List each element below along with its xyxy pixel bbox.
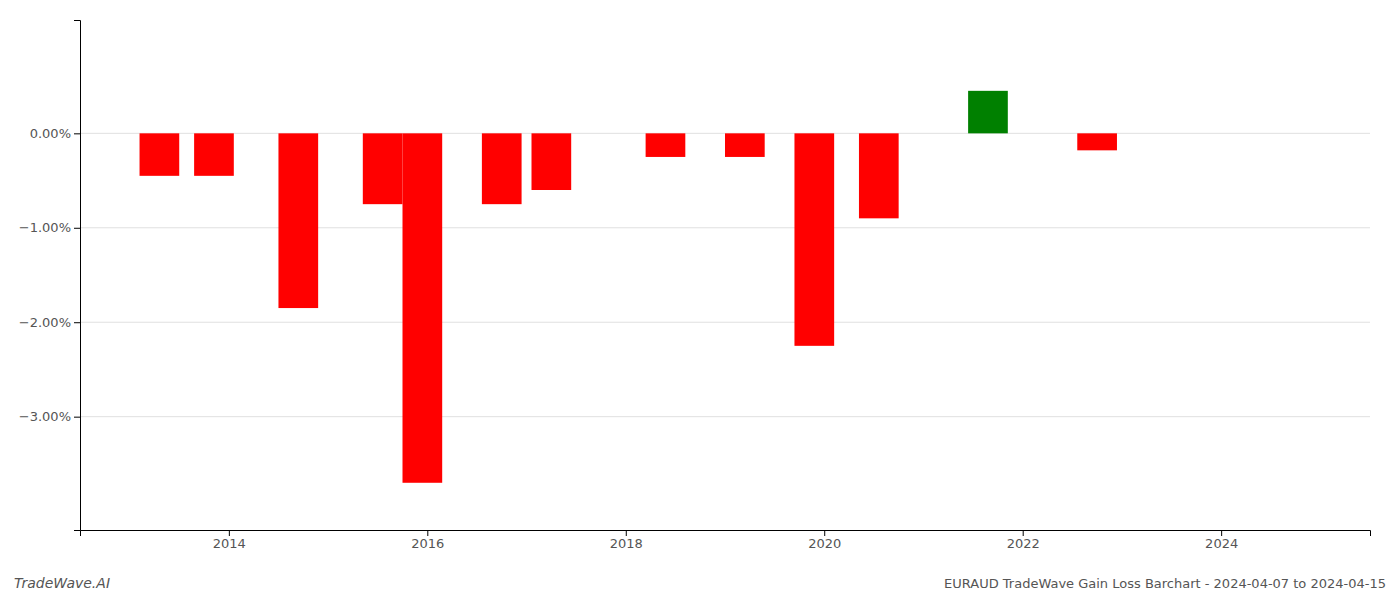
plot: 0.00%−1.00%−2.00%−3.00%20142016201820202… xyxy=(19,21,1371,552)
y-tick-mark xyxy=(74,322,80,323)
bar xyxy=(140,133,180,176)
x-tick-label: 2016 xyxy=(411,536,444,551)
bar xyxy=(859,133,899,218)
x-tick-label: 2018 xyxy=(610,536,643,551)
x-tick-label: 2024 xyxy=(1205,536,1238,551)
x-tick-mark xyxy=(824,530,825,536)
bar xyxy=(1077,133,1117,150)
bar xyxy=(278,133,318,308)
y-tick: −3.00% xyxy=(19,409,80,424)
grid-line xyxy=(80,416,1370,417)
y-axis: 0.00% −1.00% −2.00% −3.00% xyxy=(19,21,81,531)
bar xyxy=(363,133,403,204)
y-tick: −1.00% xyxy=(19,220,80,235)
grid-line xyxy=(80,322,1370,323)
y-tick-mark xyxy=(74,228,80,229)
x-axis-line xyxy=(81,531,1371,537)
x-tick: 2014 xyxy=(213,530,246,551)
footer-right: EURAUD TradeWave Gain Loss Barchart - 20… xyxy=(944,576,1386,591)
x-tick: 2018 xyxy=(610,530,643,551)
y-tick: −2.00% xyxy=(19,315,80,330)
bar xyxy=(194,133,234,176)
chart: 0.00%−1.00%−2.00%−3.00%20142016201820202… xyxy=(0,0,1400,600)
y-tick-label: −3.00% xyxy=(19,409,71,424)
x-tick: 2020 xyxy=(808,530,841,551)
x-tick: 2016 xyxy=(411,530,444,551)
y-tick-label: 0.00% xyxy=(30,126,71,141)
y-axis-line xyxy=(74,21,81,531)
bars xyxy=(140,91,1117,483)
grid xyxy=(80,133,1370,416)
bar xyxy=(403,133,443,482)
y-tick-mark xyxy=(74,133,80,134)
x-tick-mark xyxy=(626,530,627,536)
bar xyxy=(725,133,765,157)
x-tick-mark xyxy=(427,530,428,536)
bar xyxy=(794,133,834,346)
bar xyxy=(646,133,686,157)
x-tick-mark xyxy=(1221,530,1222,536)
x-tick-label: 2014 xyxy=(213,536,246,551)
bar xyxy=(482,133,522,204)
y-tick-label: −2.00% xyxy=(19,315,71,330)
y-tick-mark xyxy=(74,417,80,418)
x-tick-label: 2022 xyxy=(1007,536,1040,551)
x-tick: 2024 xyxy=(1205,530,1238,551)
x-tick-mark xyxy=(1023,530,1024,536)
grid-line xyxy=(80,227,1370,228)
x-tick: 2022 xyxy=(1007,530,1040,551)
y-tick-label: −1.00% xyxy=(19,220,71,235)
x-tick-mark xyxy=(229,530,230,536)
y-tick: 0.00% xyxy=(30,126,80,141)
bar xyxy=(532,133,572,190)
x-axis: 2014 2016 2018 2020 2022 2024 xyxy=(81,530,1371,551)
bar xyxy=(968,91,1008,134)
footer-left: TradeWave.AI xyxy=(14,575,110,591)
x-tick-label: 2020 xyxy=(808,536,841,551)
